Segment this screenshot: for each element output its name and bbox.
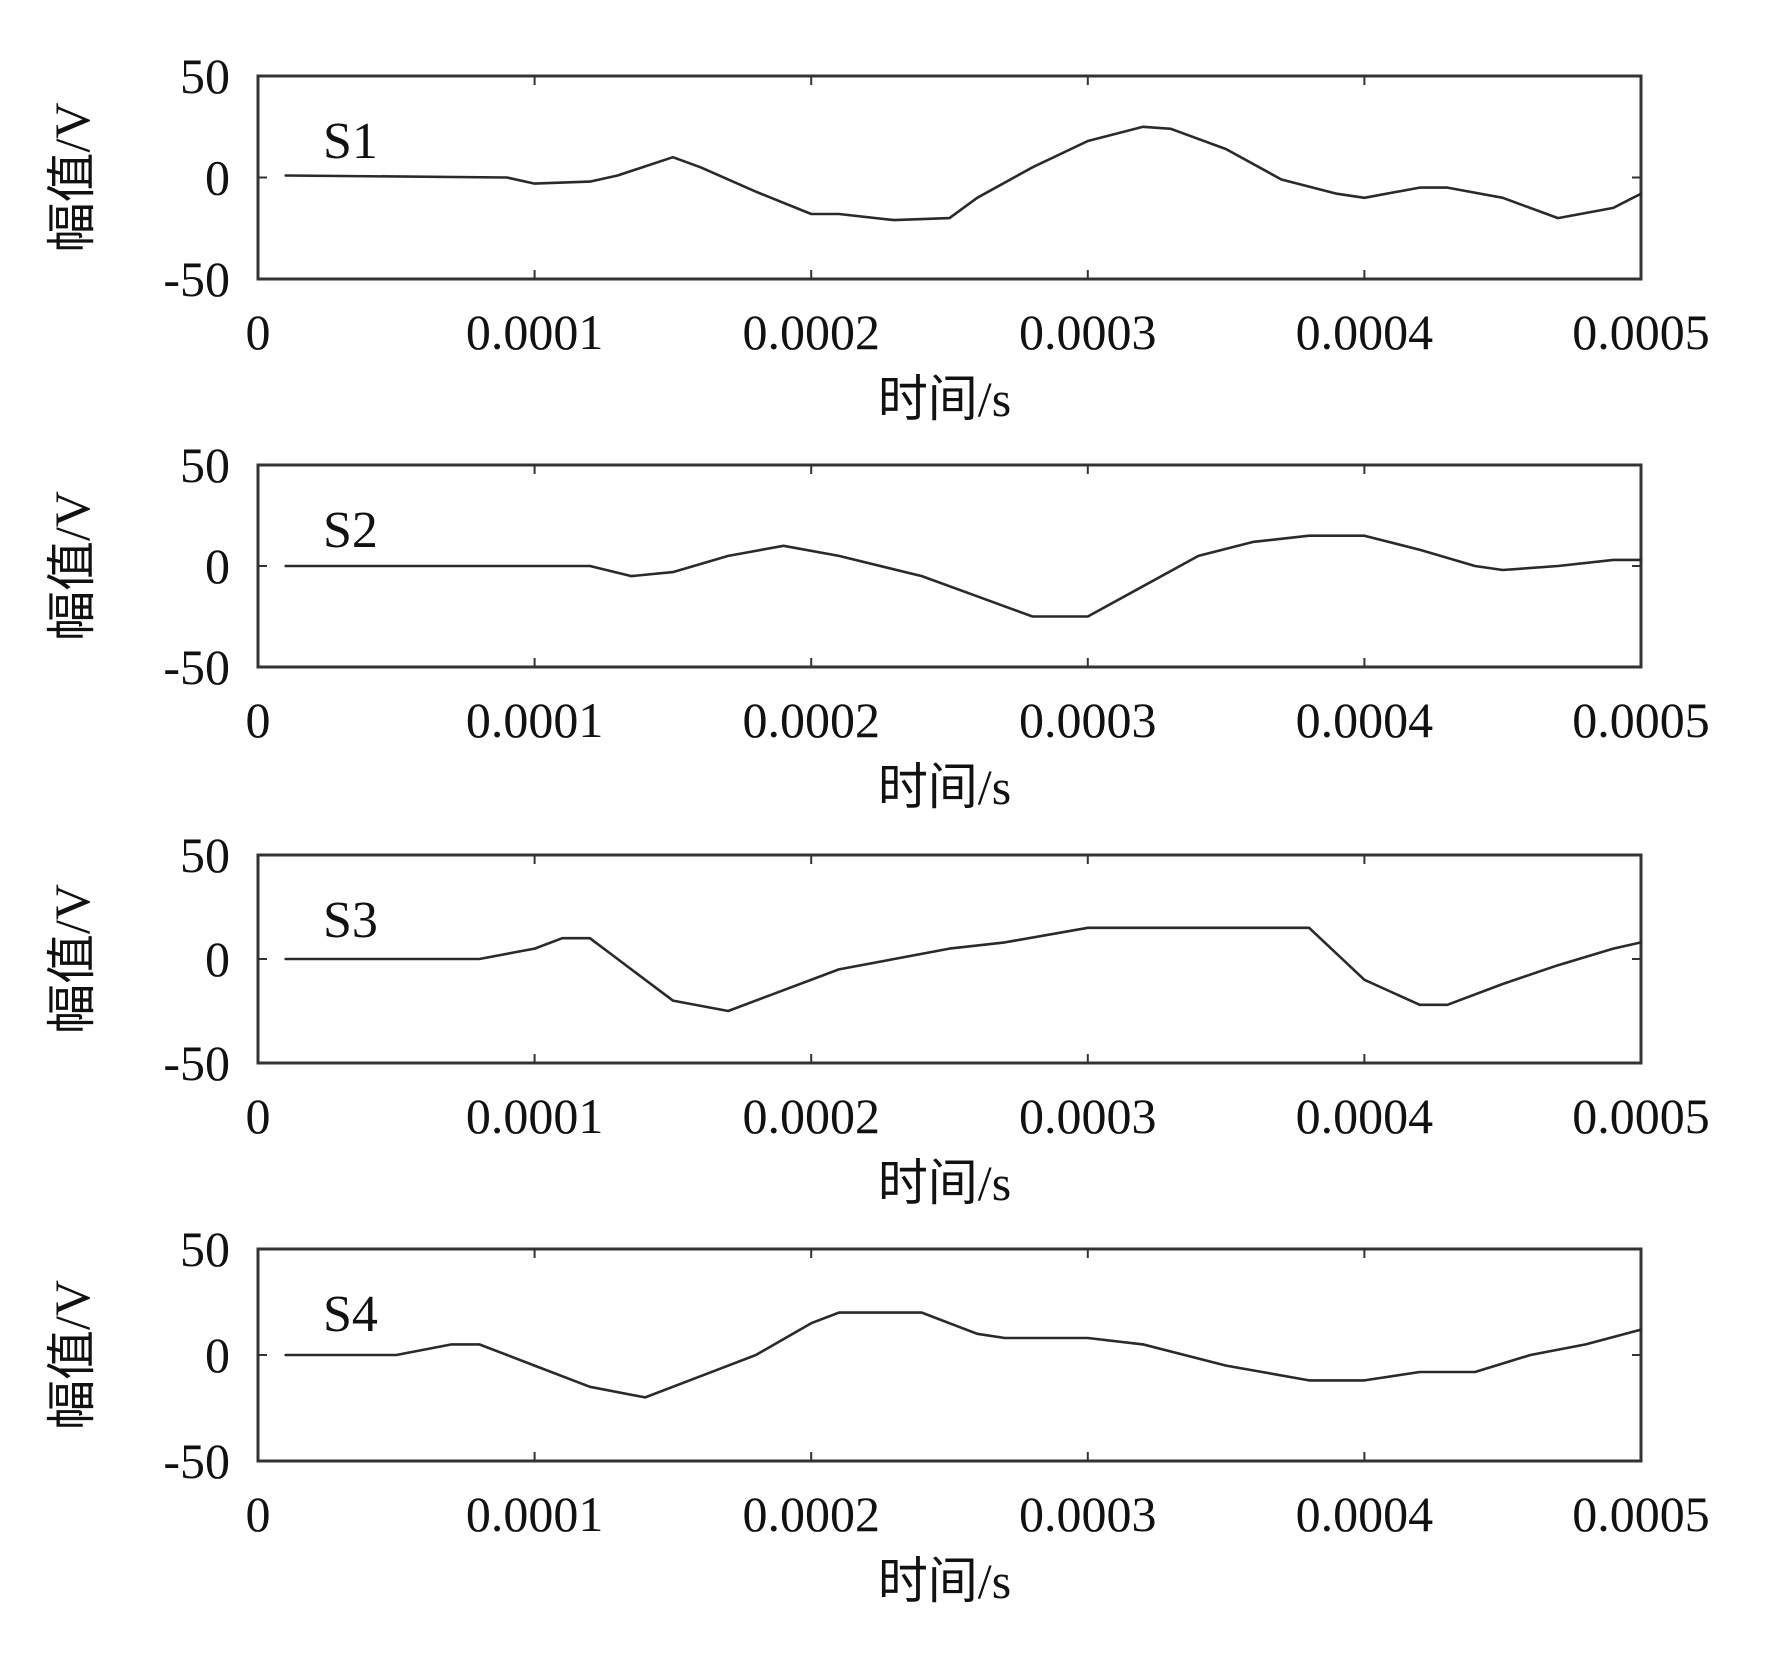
- series-label: S4: [323, 1286, 378, 1343]
- y-axis-title: 幅值/V: [44, 884, 100, 1034]
- waveform-line-S4: [284, 1311, 1643, 1399]
- x-tick-label: 0.0002: [742, 304, 880, 360]
- x-tick-label: 0.0004: [1296, 1088, 1434, 1144]
- chart-panel-2: 0 0.0001 0.0002 0.0003 0.0004 0.0005 50 0 -50 幅值/…: [44, 437, 1710, 815]
- x-axis-title: 时间/s: [878, 759, 1011, 815]
- x-tick-label: 0.0001: [466, 1088, 604, 1144]
- waveform-line-S1: [284, 125, 1643, 222]
- y-tick-label: 0: [205, 1327, 230, 1383]
- x-tick-label: 0.0004: [1296, 692, 1434, 748]
- x-tick-label: 0.0004: [1296, 304, 1434, 360]
- x-tick-label: 0: [246, 1088, 271, 1144]
- y-tick-label: -50: [163, 1433, 230, 1489]
- y-tick-label: 0: [205, 931, 230, 987]
- x-tick-label: 0.0005: [1572, 1486, 1710, 1542]
- x-tick-label: 0.0003: [1019, 304, 1157, 360]
- x-tick-label: 0.0005: [1572, 304, 1710, 360]
- y-tick-label: 0: [205, 150, 230, 206]
- x-tick-label: 0.0002: [742, 1486, 880, 1542]
- waveform-line-S2: [284, 534, 1643, 618]
- series-label: S1: [323, 113, 378, 170]
- x-tick-label: 0.0003: [1019, 692, 1157, 748]
- y-tick-label: -50: [163, 251, 230, 307]
- x-tick-label: 0.0001: [466, 692, 604, 748]
- y-axis-title: 幅值/V: [44, 491, 100, 641]
- y-tick-label: 0: [205, 538, 230, 594]
- x-tick-label: 0: [246, 304, 271, 360]
- x-tick-label: 0.0001: [466, 1486, 604, 1542]
- x-tick-label: 0.0002: [742, 1088, 880, 1144]
- x-axis-title: 时间/s: [878, 371, 1011, 427]
- y-tick-label: 50: [180, 1221, 230, 1277]
- x-axis-title: 时间/s: [878, 1155, 1011, 1211]
- chart-panel-1: 0 0.0001 0.0002 0.0003 0.0004 0.0005 50 0 -50 幅值/…: [44, 48, 1710, 427]
- x-tick-label: 0: [246, 1486, 271, 1542]
- y-tick-label: 50: [180, 827, 230, 883]
- x-tick-label: 0.0003: [1019, 1088, 1157, 1144]
- waveform-line-S3: [284, 926, 1643, 1013]
- x-tick-label: 0: [246, 692, 271, 748]
- y-tick-label: -50: [163, 1035, 230, 1091]
- chart-panel-4: 0 0.0001 0.0002 0.0003 0.0004 0.0005 50 0 -50 幅值/…: [44, 1221, 1710, 1609]
- series-label: S3: [323, 892, 378, 949]
- x-tick-label: 0.0003: [1019, 1486, 1157, 1542]
- y-axis-title: 幅值/V: [44, 1280, 100, 1430]
- y-tick-label: -50: [163, 639, 230, 695]
- x-tick-label: 0.0005: [1572, 1088, 1710, 1144]
- y-tick-label: 50: [180, 437, 230, 493]
- y-axis-title: 幅值/V: [44, 103, 100, 253]
- x-axis-title: 时间/s: [878, 1553, 1011, 1609]
- chart-panel-3: 0 0.0001 0.0002 0.0003 0.0004 0.0005 50 0 -50 幅值/…: [44, 827, 1710, 1211]
- y-tick-label: 50: [180, 48, 230, 104]
- x-tick-label: 0.0004: [1296, 1486, 1434, 1542]
- x-tick-label: 0.0005: [1572, 692, 1710, 748]
- x-tick-label: 0.0001: [466, 304, 604, 360]
- plot-frame: [256, 1247, 1643, 1463]
- x-tick-label: 0.0002: [742, 692, 880, 748]
- series-label: S2: [323, 502, 378, 559]
